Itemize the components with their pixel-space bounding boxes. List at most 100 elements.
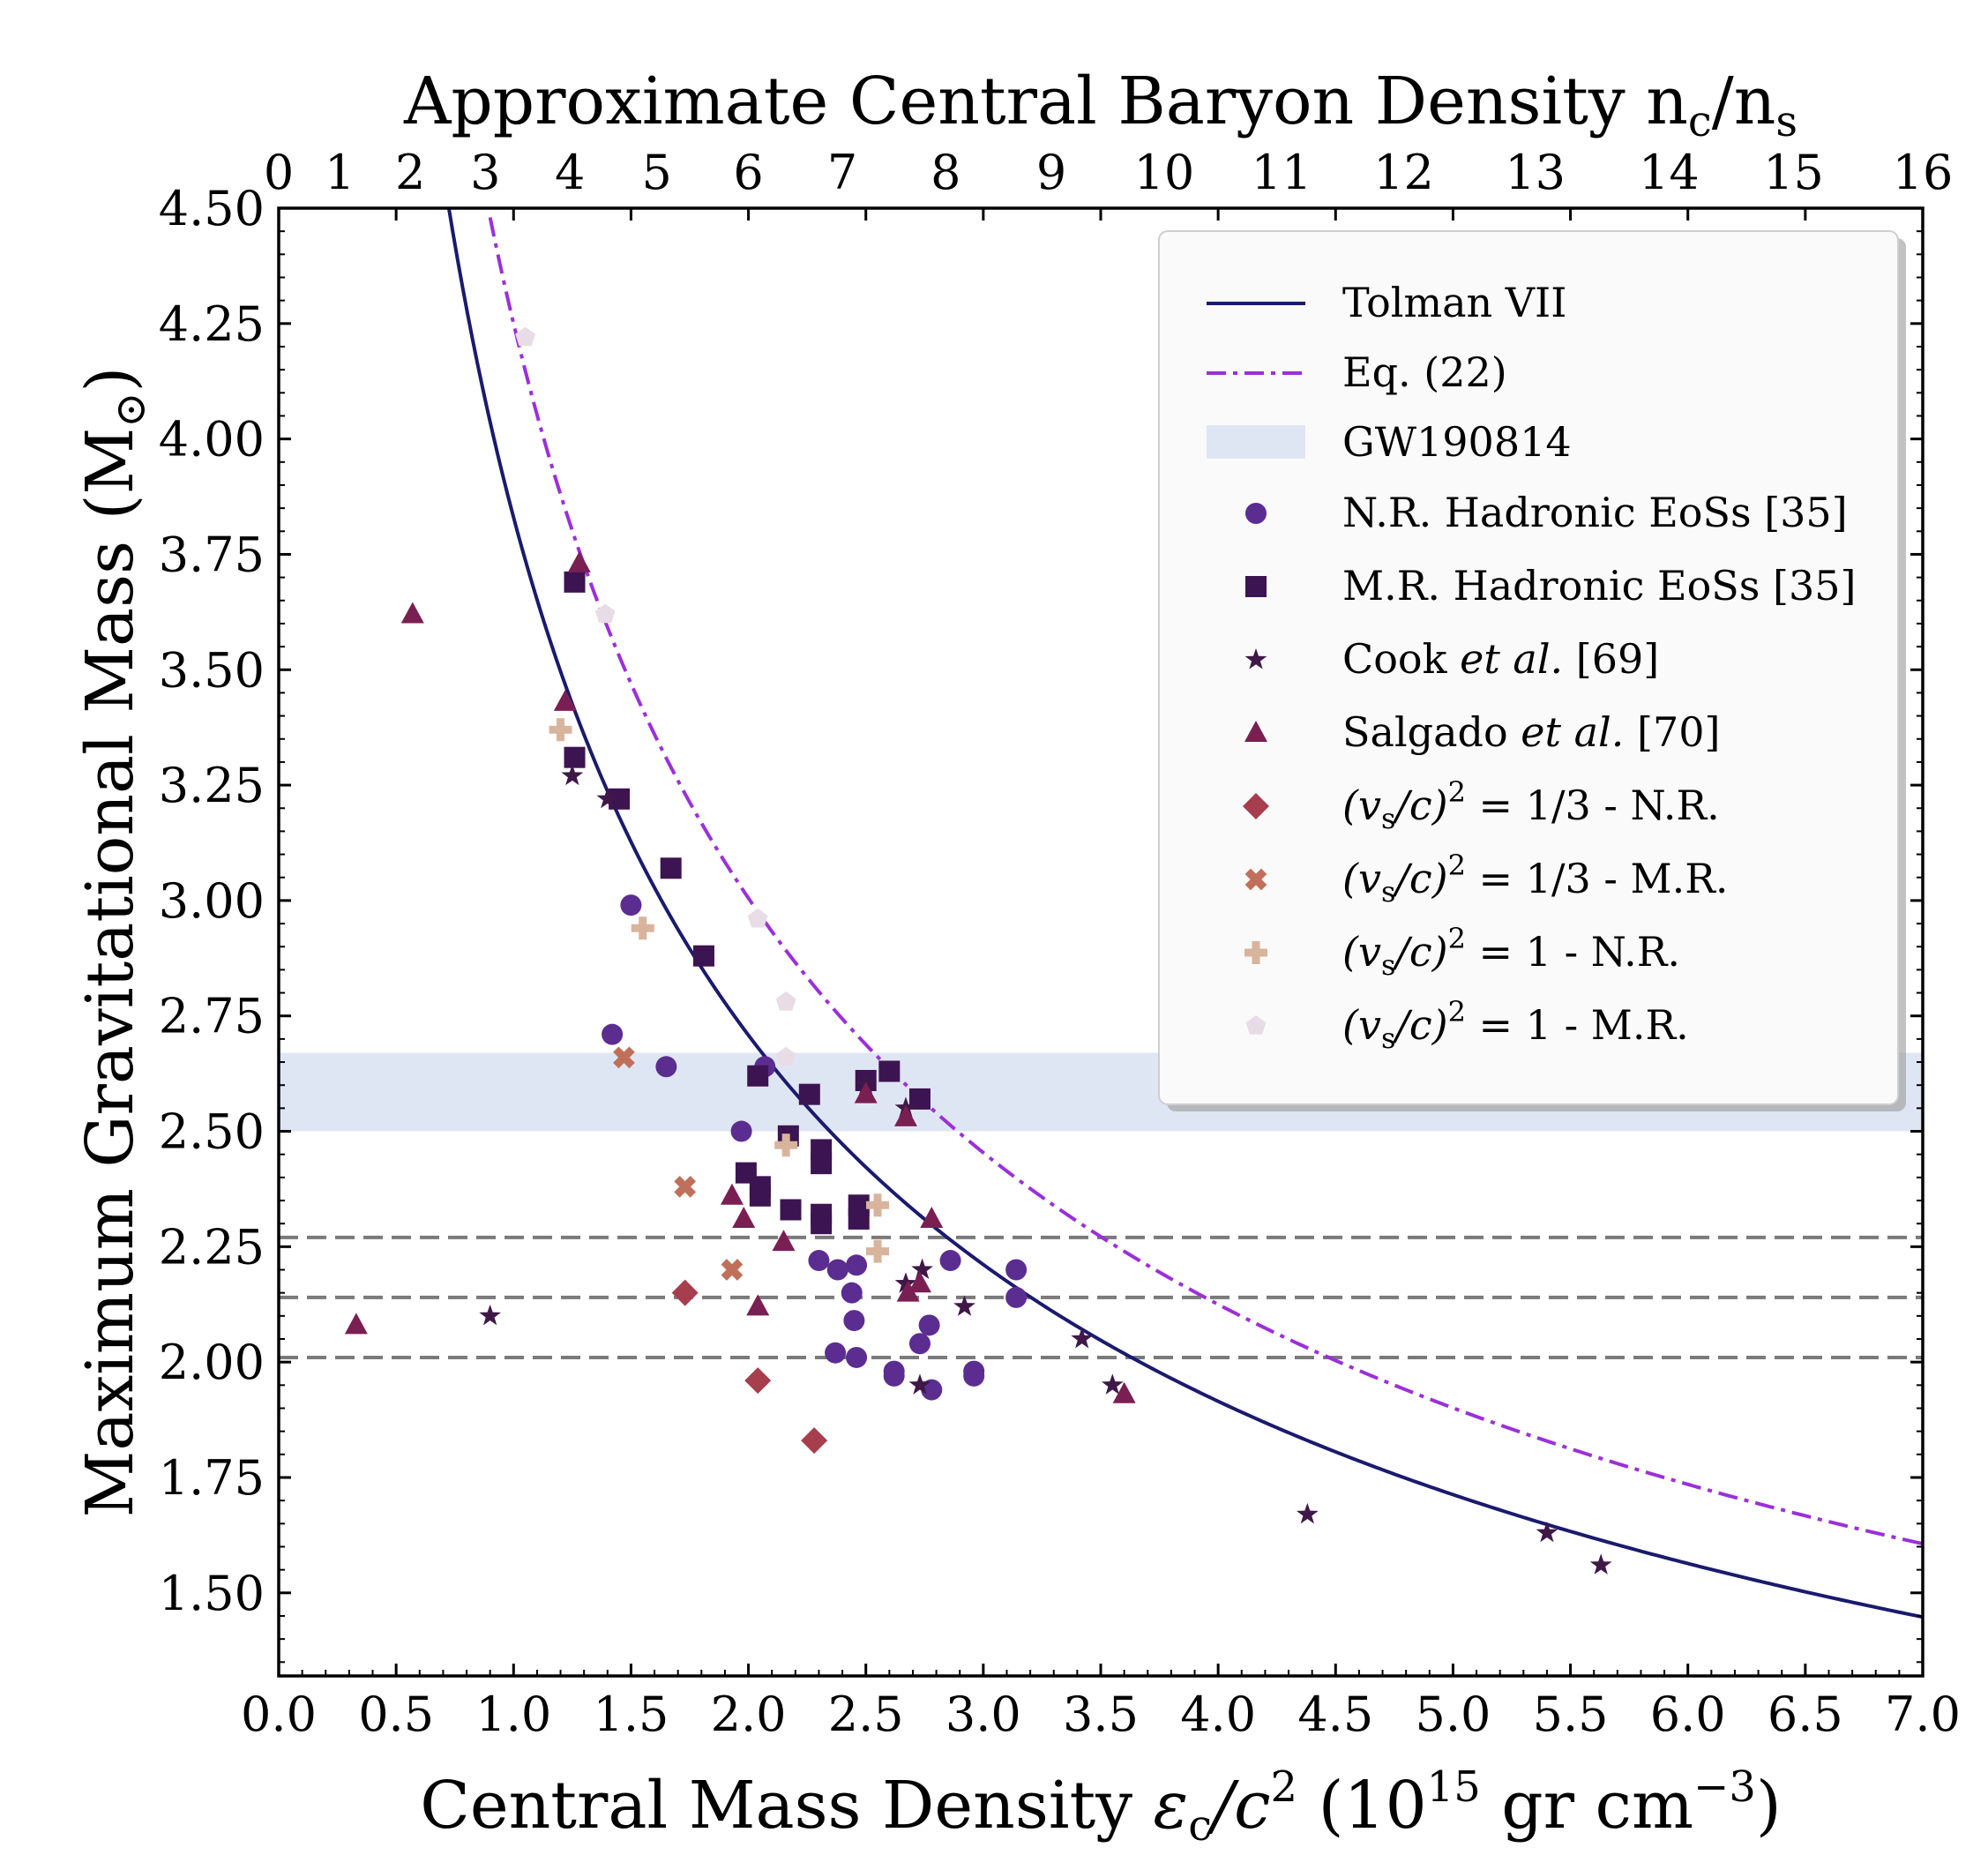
top-tick-label: 5 [642, 145, 672, 200]
top-tick-label: 11 [1252, 145, 1312, 200]
axis-ticks: 0.0 0.5 1.0 1.5 2.0 2.5 3.0 3.5 4.0 4.5 5.0 5.5 6.0 6… [159, 145, 1961, 1742]
y-tick-label: 2.25 [159, 1219, 265, 1275]
point-square-1-0 [564, 571, 586, 593]
point-circle-0-9 [843, 1310, 865, 1332]
y-axis-title: Maximum Gravitational Mass (M⊙) [72, 367, 155, 1518]
point-square-1-17 [848, 1208, 870, 1230]
legend-label-nr: N.R. Hadronic EoSs [35] [1342, 489, 1848, 536]
point-circle-0-11 [846, 1346, 868, 1368]
top-tick-label: 15 [1763, 145, 1824, 200]
point-star-2-13 [1589, 1553, 1612, 1575]
top-tick-label: 16 [1893, 145, 1954, 200]
tolman-vii-curve [446, 208, 1923, 1619]
legend-marker-star [1244, 648, 1267, 669]
y-tick-label: 3.50 [159, 642, 265, 698]
x-tick-label: 0.5 [358, 1687, 434, 1742]
top-tick-label: 8 [930, 145, 960, 200]
legend-label-eq22: Eq. (22) [1342, 348, 1507, 396]
y-tick-label: 2.75 [159, 989, 265, 1044]
y-tick-label: 3.25 [159, 758, 265, 813]
point-square-1-19 [878, 1060, 901, 1082]
top-axis-title: Approximate Central Baryon Density nc/ns [403, 64, 1797, 146]
point-triangle-3-9 [893, 1104, 917, 1126]
point-star-2-4 [894, 1272, 917, 1293]
y-tick-label: 2.00 [159, 1335, 265, 1390]
top-tick-label: 14 [1639, 145, 1700, 200]
top-tick-label: 12 [1373, 145, 1434, 200]
point-square-1-4 [692, 945, 714, 967]
top-tick-label: 7 [827, 145, 857, 200]
point-circle-0-19 [963, 1365, 985, 1387]
legend-marker-triangle [1244, 721, 1267, 742]
y-tick-label: 2.50 [159, 1104, 265, 1160]
x-tick-label: 5.5 [1533, 1687, 1609, 1742]
point-triangle-3-6 [746, 1294, 770, 1316]
point-star-2-1 [561, 764, 584, 786]
point-triangle-3-2 [553, 689, 577, 711]
x-axis-title: Central Mass Density εc/c2 (1015 gr cm−3… [420, 1762, 1782, 1851]
x-tick-label: 4.5 [1297, 1687, 1373, 1742]
legend-label-vs1nr: (vs/c)2 = 1 - N.R. [1342, 922, 1680, 982]
point-circle-0-8 [841, 1282, 863, 1304]
point-square-1-13 [811, 1153, 833, 1175]
legend-label-gw: GW190814 [1342, 418, 1572, 466]
point-circle-0-14 [908, 1333, 930, 1355]
point-square-1-1 [564, 746, 586, 768]
eq22-curve [488, 217, 1923, 1546]
x-tick-label: 1.0 [475, 1687, 551, 1742]
point-pentagon-7-3 [775, 991, 796, 1011]
point-plus-6-0 [549, 718, 572, 742]
y-tick-label: 4.00 [159, 412, 265, 468]
point-star-2-10 [1101, 1373, 1124, 1395]
point-plus-6-1 [631, 916, 654, 940]
point-triangle-3-3 [567, 550, 591, 572]
legend-marker-square [1245, 576, 1267, 597]
legend-marker-circle [1245, 503, 1267, 524]
point-plus-6-4 [866, 1239, 890, 1263]
point-circle-0-2 [655, 1056, 677, 1078]
point-triangle-3-8 [854, 1081, 878, 1103]
legend-swatch-gw [1207, 425, 1305, 459]
x-tick-label: 6.5 [1768, 1687, 1843, 1742]
point-star-2-9 [1071, 1328, 1094, 1349]
top-tick-label: 3 [470, 145, 500, 200]
point-star-2-12 [1536, 1521, 1558, 1543]
top-tick-label: 9 [1036, 145, 1066, 200]
point-star-2-0 [479, 1304, 502, 1326]
point-square-1-11 [798, 1083, 820, 1105]
point-cross-5-0 [613, 1046, 635, 1069]
legend-label-salgado: Salgado et al. [70] [1342, 708, 1720, 756]
point-cross-5-2 [721, 1259, 744, 1281]
point-pentagon-7-1 [594, 603, 616, 624]
legend-label-vs1mr: (vs/c)2 = 1 - M.R. [1342, 995, 1689, 1055]
legend-marker-pentagon [1245, 1015, 1267, 1035]
legend-label-tolman: Tolman VII [1342, 279, 1566, 326]
point-triangle-3-1 [400, 602, 424, 624]
point-circle-0-10 [846, 1254, 868, 1276]
point-square-1-10 [780, 1199, 802, 1221]
point-circle-0-3 [730, 1120, 752, 1142]
point-triangle-3-0 [344, 1313, 368, 1335]
point-circle-0-20 [1005, 1259, 1028, 1281]
point-square-1-3 [660, 857, 682, 879]
top-tick-label: 0 [264, 145, 294, 200]
point-circle-0-5 [808, 1250, 830, 1272]
point-star-2-8 [953, 1295, 975, 1316]
point-diamond-4-2 [801, 1427, 828, 1455]
legend-markers [1243, 503, 1269, 1035]
point-triangle-3-13 [1112, 1381, 1136, 1403]
legend-label-mr: M.R. Hadronic EoSs [35] [1342, 562, 1856, 610]
x-tick-label: 1.5 [593, 1687, 669, 1742]
point-circle-0-0 [602, 1023, 624, 1045]
point-star-2-2 [596, 787, 619, 809]
point-triangle-3-4 [720, 1183, 744, 1205]
point-pentagon-7-2 [747, 908, 768, 928]
legend: Tolman VII Eq. (22) GW190814 N.R. Hadron… [1158, 230, 1906, 1111]
point-triangle-3-10 [896, 1280, 920, 1302]
x-tick-label: 4.0 [1180, 1687, 1256, 1742]
point-triangle-3-12 [920, 1206, 944, 1228]
x-tick-label: 7.0 [1885, 1687, 1961, 1742]
point-diamond-4-1 [744, 1367, 772, 1395]
x-tick-label: 0.0 [241, 1687, 317, 1742]
legend-marker-diamond [1243, 793, 1269, 819]
